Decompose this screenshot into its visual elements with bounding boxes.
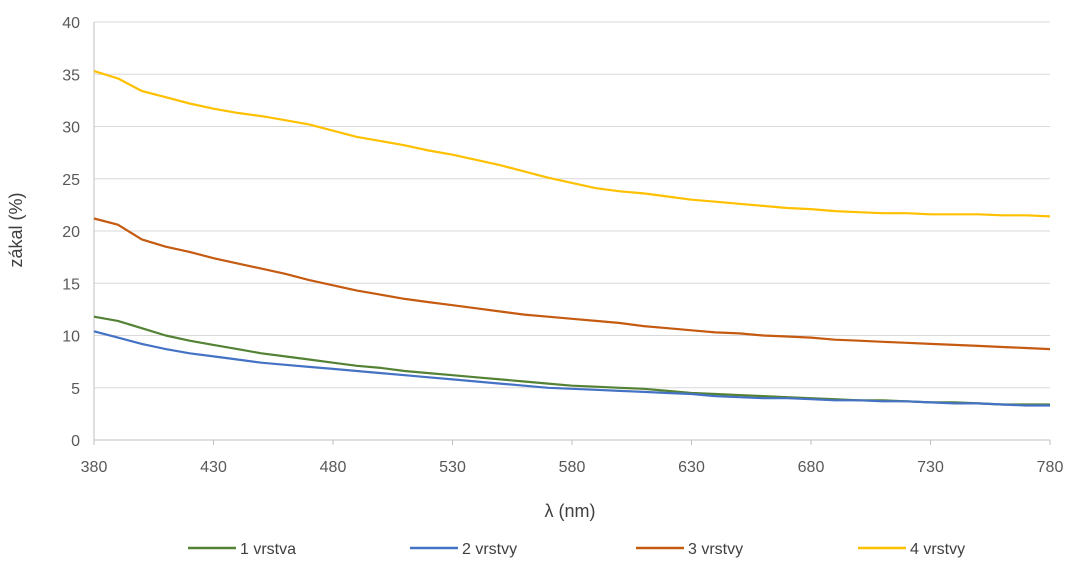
series-line-4 — [93, 70, 1051, 218]
y-tick-label: 10 — [62, 329, 80, 346]
axes — [93, 22, 1051, 445]
series-line-3 — [93, 217, 1051, 351]
y-tick-label: 30 — [62, 120, 80, 137]
y-tick-label: 35 — [62, 67, 80, 84]
y-axis-label: zákal (%) — [6, 192, 26, 267]
y-tick-labels: 0 5 10 15 20 25 30 35 40 — [62, 15, 80, 450]
x-tick-labels: 380 430 480 530 580 630 680 730 780 — [81, 459, 1064, 476]
y-tick-label: 25 — [62, 172, 80, 189]
y-tick-label: 0 — [71, 433, 80, 450]
y-tick-label: 5 — [71, 381, 80, 398]
y-tick-label: 20 — [62, 224, 80, 241]
legend-item: 3 vrstvy — [636, 541, 743, 558]
legend-label: 2 vrstvy — [462, 541, 517, 558]
y-tick-label: 15 — [62, 276, 80, 293]
x-tick-label: 580 — [559, 459, 586, 476]
legend-item: 1 vrstva — [188, 541, 296, 558]
x-tick-label: 430 — [200, 459, 227, 476]
x-tick-label: 480 — [320, 459, 347, 476]
series-line-2 — [93, 330, 1050, 407]
x-tick-label: 530 — [439, 459, 466, 476]
legend-label: 3 vrstvy — [688, 541, 743, 558]
series-lines — [93, 70, 1051, 407]
x-axis-label: λ (nm) — [545, 501, 596, 521]
x-tick-label: 630 — [678, 459, 705, 476]
legend: 1 vrstva 2 vrstvy 3 vrstvy 4 vrstvy — [188, 541, 965, 558]
legend-label: 1 vrstva — [240, 541, 296, 558]
x-tick-label: 780 — [1037, 459, 1064, 476]
x-tick-label: 730 — [917, 459, 944, 476]
legend-item: 4 vrstvy — [858, 541, 965, 558]
legend-label: 4 vrstvy — [910, 541, 965, 558]
x-tick-label: 380 — [81, 459, 108, 476]
legend-item: 2 vrstvy — [410, 541, 517, 558]
gridlines — [94, 21, 1050, 389]
x-tick-label: 680 — [798, 459, 825, 476]
y-tick-label: 40 — [62, 15, 80, 32]
